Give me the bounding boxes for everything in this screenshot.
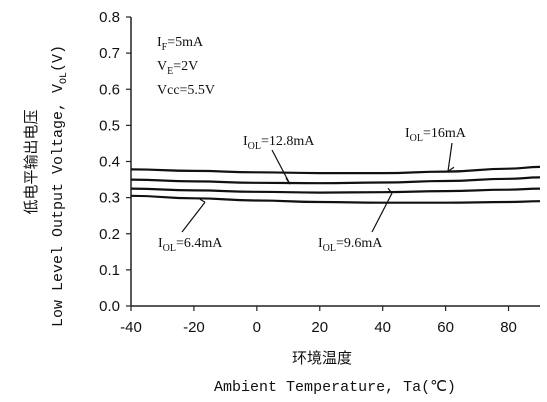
x-tick-label: -40 xyxy=(120,319,142,336)
x-tick-label: 60 xyxy=(437,319,454,336)
series-line-1 xyxy=(130,176,541,185)
series-line-3 xyxy=(130,194,541,204)
pointer-16ma xyxy=(447,142,453,172)
y-tick-label: 0.1 xyxy=(99,262,120,279)
pointer-9-6ma xyxy=(371,192,393,233)
pointer-9-6ma-head xyxy=(387,187,393,194)
x-tick-label: 80 xyxy=(500,319,517,336)
x-tick-label: 20 xyxy=(311,319,328,336)
y-axis-title-cn: 低电平输出电压 xyxy=(22,109,40,214)
label-pointers xyxy=(181,142,455,233)
series-label-9-6ma: IOL=9.6mA xyxy=(318,236,383,254)
y-tick-label: 0.7 xyxy=(99,45,120,62)
pointer-6-4ma-head xyxy=(199,198,206,203)
y-tick-label: 0.2 xyxy=(99,226,120,243)
pointer-12-8ma xyxy=(271,149,291,185)
y-tick-label: 0.3 xyxy=(99,190,120,207)
pointer-16ma-head xyxy=(447,166,455,172)
series-label-12-8ma: IOL=12.8mA xyxy=(243,134,315,152)
condition-if: IF=5mA xyxy=(157,35,204,53)
y-axis-title: Low Level Output Voltage, VOL(V) xyxy=(50,45,70,327)
series-line-2 xyxy=(130,187,541,194)
series-label-6-4ma: IOL=6.4mA xyxy=(158,236,223,254)
condition-vcc: Vcc=5.5V xyxy=(157,83,215,98)
y-tick-label: 0.5 xyxy=(99,117,120,134)
y-axis-title-cn-group: 低电平输出电压 xyxy=(22,109,40,214)
x-axis-ticks: -40 -20 0 20 40 60 80 xyxy=(120,306,517,336)
y-tick-label: 0.8 xyxy=(99,9,120,26)
pointer-6-4ma xyxy=(181,201,206,233)
pointer-12-8ma-head xyxy=(285,177,291,185)
x-tick-label: -20 xyxy=(183,319,205,336)
x-axis-title-cn: 环境温度 xyxy=(292,349,352,367)
series-lines xyxy=(130,165,541,204)
x-tick-label: 0 xyxy=(253,319,261,336)
x-tick-label: 40 xyxy=(374,319,391,336)
y-tick-label: 0.0 xyxy=(99,298,120,315)
series-line-0 xyxy=(130,165,541,175)
y-tick-label: 0.6 xyxy=(99,81,120,98)
series-label-16ma: IOL=16mA xyxy=(405,126,467,144)
y-tick-label: 0.4 xyxy=(99,154,120,171)
y-axis-ticks: 0.0 0.1 0.2 0.3 0.4 0.5 0.6 0.7 0.8 xyxy=(99,9,131,315)
condition-ve: VE=2V xyxy=(157,59,198,77)
x-axis-title: Ambient Temperature, Ta(℃) xyxy=(214,379,456,396)
y-axis-title-group: Low Level Output Voltage, VOL(V) xyxy=(50,45,70,327)
